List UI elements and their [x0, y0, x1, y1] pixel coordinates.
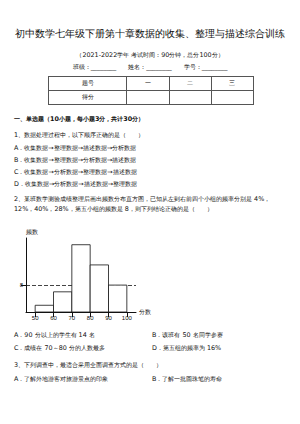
html-text:D．第五组的频率为 16%: D．第五组的频率为 16%: [152, 344, 222, 352]
html-text:A．收集数据→整理数据→描述数据→分析数据: A．收集数据→整理数据→描述数据→分析数据: [14, 144, 137, 152]
html-text:B．了解一批圆珠笔的寿命: B．了解一批圆珠笔的寿命: [152, 375, 223, 383]
html-text:B．收集数据→整理数据→分析数据→描述数据: B．收集数据→整理数据→分析数据→描述数据: [14, 156, 137, 164]
html-text:2、某班数学测验成绩整理后画出频数分布直方图，已知从左到右前: 2、某班数学测验成绩整理后画出频数分布直方图，已知从左到右前四个小组的频率分别是…: [14, 195, 271, 213]
html-text:A．90 分以上的学生有 14 名: A．90 分以上的学生有 14 名: [14, 331, 95, 339]
svg-text:频数: 频数: [26, 229, 38, 235]
svg-text:70: 70: [68, 315, 75, 321]
html-text:二: 二: [187, 79, 194, 87]
html-text:一、单选题（10小题，每小题3分，共计30分）: 一、单选题（10小题，每小题3分，共计30分）: [14, 115, 145, 123]
html-text:D．收集数据→分析数据→描述数据→整理数据: D．收集数据→分析数据→描述数据→整理数据: [14, 180, 137, 188]
html-text:三: 三: [229, 79, 236, 87]
html-text:B．该班有 50 名同学参赛: B．该班有 50 名同学参赛: [152, 331, 223, 339]
svg-text:90: 90: [105, 315, 112, 321]
html-text:班级：________ 姓名：________ 学号：___: 班级：________ 姓名：________ 学号：________: [72, 63, 228, 71]
html-text:题号: 题号: [81, 79, 94, 87]
html-text:A．了解外地游客对旅游景点的印象: A．了解外地游客对旅游景点的印象: [14, 375, 109, 383]
html-text:（2021-2022学年 考试时间：90分钟，总分100分）: （2021-2022学年 考试时间：90分钟，总分100分）: [76, 51, 224, 59]
html-text:C．成绩在 70～80 分的人数最多: C．成绩在 70～80 分的人数最多: [14, 344, 105, 352]
html-text:1、数据处理过程中，以下顺序正确的是（ ）: 1、数据处理过程中，以下顺序正确的是（ ）: [14, 131, 145, 139]
html-text:初中数学七年级下册第十章数据的收集、整理与描述综合训练: 初中数学七年级下册第十章数据的收集、整理与描述综合训练: [15, 28, 285, 39]
svg-text:8: 8: [20, 282, 24, 288]
svg-text:分数: 分数: [139, 309, 151, 315]
html-text:3、下列调查中，最适合采用全面调查方式的是（ ）: 3、下列调查中，最适合采用全面调查方式的是（ ）: [14, 361, 163, 369]
html-text:一: 一: [145, 79, 151, 87]
svg-text:100: 100: [122, 315, 133, 321]
svg-text:50: 50: [32, 315, 39, 321]
html-text:C．收集数据→分析数据→整理数据→描述数据: C．收集数据→分析数据→整理数据→描述数据: [14, 168, 137, 176]
svg-text:80: 80: [87, 315, 94, 321]
svg-text:60: 60: [50, 315, 57, 321]
html-text:得分: 得分: [81, 93, 94, 101]
